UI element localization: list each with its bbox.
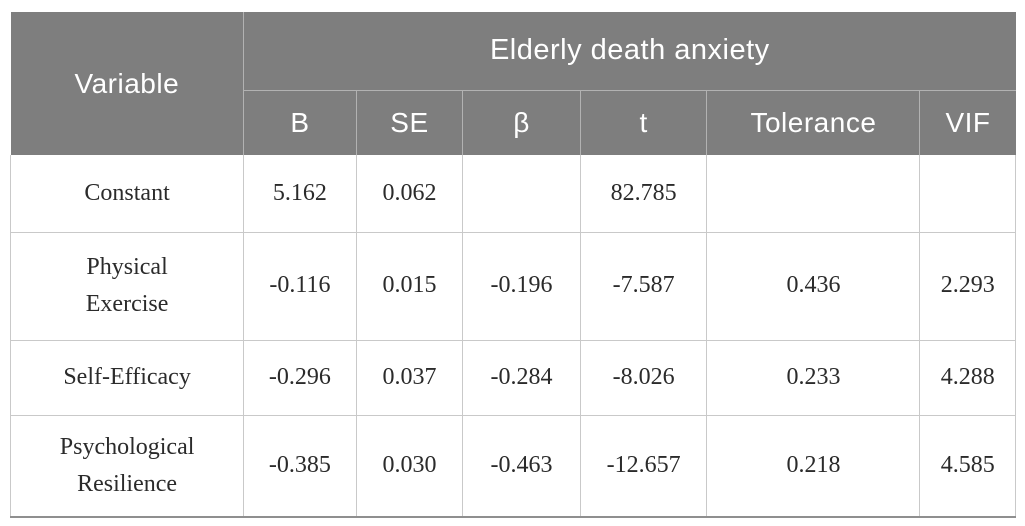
header-row-span: Variable Elderly death anxiety <box>10 12 1016 155</box>
cell-se: 0.015 <box>355 231 464 341</box>
row-label: Psychological Resilience <box>9 414 245 518</box>
cell-tolerance: 0.218 <box>706 414 921 518</box>
header-col-b: B <box>243 89 357 155</box>
cell-se: 0.037 <box>355 339 464 416</box>
cell-t: 82.785 <box>579 155 708 233</box>
cell-b: -0.385 <box>243 414 357 518</box>
cell-se: 0.062 <box>355 155 464 233</box>
table-row: Constant 5.162 0.062 82.785 <box>9 155 1016 233</box>
header-col-tolerance: Tolerance <box>706 89 921 155</box>
cell-t: -7.587 <box>579 231 708 341</box>
cell-tolerance: 0.436 <box>706 231 921 341</box>
cell-b: -0.296 <box>243 339 357 416</box>
cell-b: -0.116 <box>243 231 357 341</box>
cell-tolerance: 0.233 <box>706 339 921 416</box>
cell-t: -12.657 <box>579 414 708 518</box>
cell-b: 5.162 <box>243 155 357 233</box>
table-row: Psychological Resilience -0.385 0.030 -0… <box>9 414 1016 518</box>
header-elderly-death-anxiety: Elderly death anxiety <box>243 12 1016 91</box>
regression-table: Variable Elderly death anxiety B SE β t … <box>9 12 1016 518</box>
cell-vif: 4.585 <box>919 414 1016 518</box>
cell-tolerance <box>706 155 921 233</box>
variable-name: Psychological Resilience <box>59 433 195 497</box>
table-row: Self-Efficacy -0.296 0.037 -0.284 -8.026… <box>9 339 1016 416</box>
table-header: Variable Elderly death anxiety B SE β t … <box>10 12 1016 155</box>
cell-vif: 4.288 <box>919 339 1016 416</box>
header-row-columns: B SE β t Tolerance VIF <box>11 89 1016 155</box>
header-col-vif: VIF <box>919 89 1016 155</box>
cell-se: 0.030 <box>355 414 464 518</box>
row-label: Constant <box>9 155 245 233</box>
cell-beta: -0.463 <box>462 414 581 518</box>
table-row: Physical Exercise -0.116 0.015 -0.196 -7… <box>9 231 1016 341</box>
header-col-t: t <box>579 89 708 155</box>
cell-vif: 2.293 <box>919 231 1016 341</box>
header-col-se: SE <box>355 89 464 155</box>
cell-vif <box>919 155 1016 233</box>
header-col-beta: β <box>462 89 581 155</box>
cell-t: -8.026 <box>579 339 708 416</box>
row-label: Self-Efficacy <box>9 339 245 416</box>
row-label: Physical Exercise <box>9 231 245 341</box>
cell-beta <box>462 155 581 233</box>
cell-beta: -0.284 <box>462 339 581 416</box>
cell-beta: -0.196 <box>462 231 581 341</box>
variable-name: Self-Efficacy <box>63 363 191 390</box>
header-variable: Variable <box>10 12 245 155</box>
variable-name: Physical Exercise <box>85 253 169 317</box>
variable-name: Constant <box>84 179 170 206</box>
table-body: Constant 5.162 0.062 82.785 Physical Exe… <box>9 155 1016 518</box>
